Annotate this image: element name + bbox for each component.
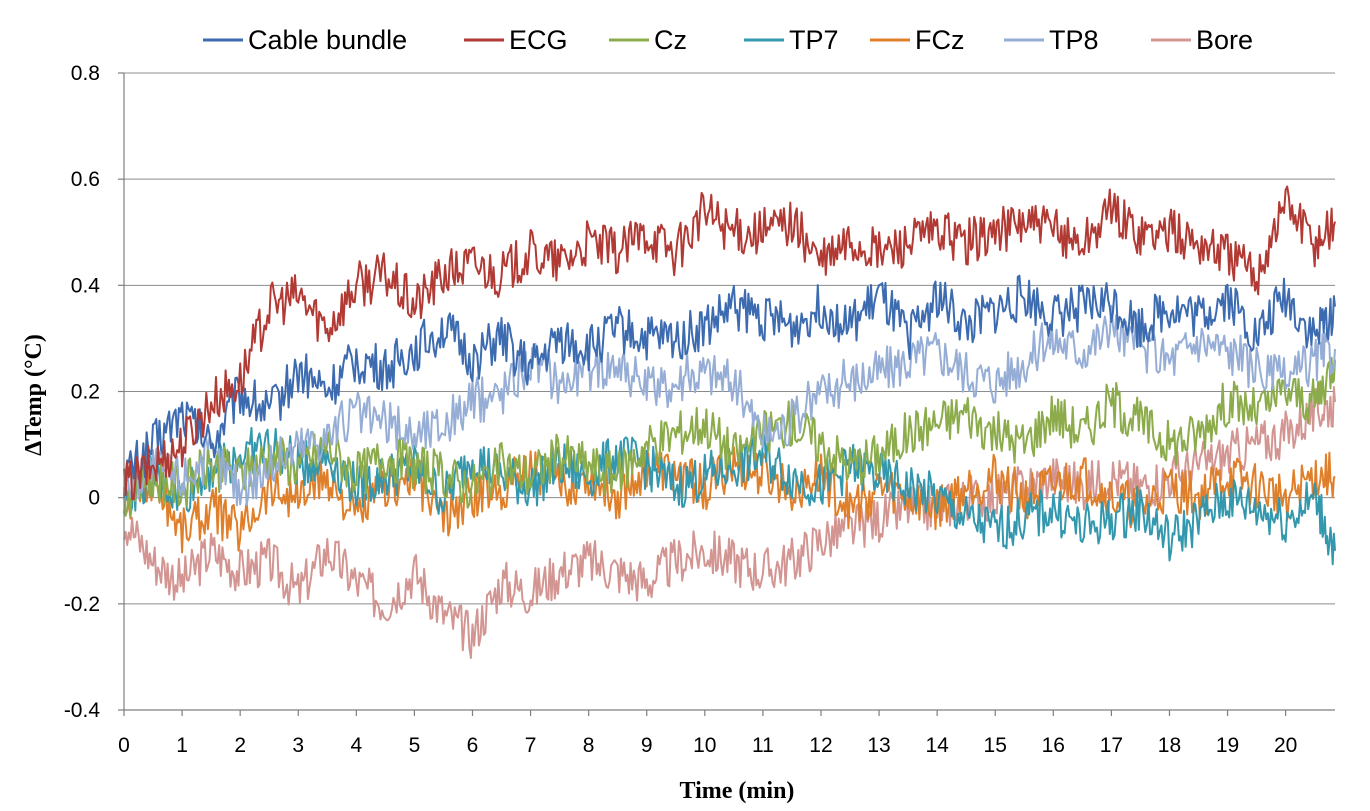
x-tick-label-0: 0 bbox=[118, 734, 130, 757]
legend: Cable bundle ECG Cz TP7 FCz TP8 Bore bbox=[203, 25, 1253, 55]
y-tick-label-3: 0.2 bbox=[71, 381, 100, 404]
x-tick-label-10: 10 bbox=[693, 734, 716, 757]
y-tick-label-2: 0 bbox=[88, 487, 100, 510]
y-tick-label-5: 0.6 bbox=[71, 168, 100, 191]
x-tick-label-18: 18 bbox=[1158, 734, 1181, 757]
legend-label-4: FCz bbox=[915, 25, 965, 55]
legend-label-2: Cz bbox=[654, 25, 687, 55]
x-tick-label-14: 14 bbox=[925, 734, 949, 757]
x-tick-label-7: 7 bbox=[525, 734, 537, 757]
series-line-ecg bbox=[123, 185, 1336, 501]
legend-label-3: TP7 bbox=[789, 25, 839, 55]
x-tick-label-12: 12 bbox=[809, 734, 832, 757]
legend-label-5: TP8 bbox=[1049, 25, 1099, 55]
y-tick-label-1: -0.2 bbox=[64, 593, 100, 616]
series-line-tp7 bbox=[123, 426, 1336, 566]
legend-label-0: Cable bundle bbox=[248, 25, 407, 55]
x-tick-label-19: 19 bbox=[1216, 734, 1239, 757]
x-tick-label-3: 3 bbox=[292, 734, 304, 757]
x-tick-label-8: 8 bbox=[583, 734, 595, 757]
x-tick-label-2: 2 bbox=[234, 734, 246, 757]
y-axis-title: ΔTemp (°C) bbox=[21, 334, 47, 456]
legend-label-6: Bore bbox=[1196, 25, 1253, 55]
x-tick-label-6: 6 bbox=[467, 734, 479, 757]
x-tick-label-1: 1 bbox=[176, 734, 188, 757]
series-line-cable-bundle bbox=[123, 274, 1336, 499]
legend-label-1: ECG bbox=[509, 25, 568, 55]
series-line-cz bbox=[123, 356, 1336, 518]
x-tick-label-11: 11 bbox=[752, 734, 774, 757]
x-tick-label-4: 4 bbox=[350, 734, 362, 757]
x-tick-label-20: 20 bbox=[1274, 734, 1297, 757]
x-axis-title: Time (min) bbox=[680, 778, 795, 804]
series-lines bbox=[123, 185, 1336, 659]
x-tick-label-17: 17 bbox=[1100, 734, 1123, 757]
x-tick-labels: 0 1 2 3 4 5 6 7 8 9 10 11 12 13 14 15 16 17 18 19 20 bbox=[118, 734, 1297, 757]
y-tick-label-4: 0.4 bbox=[71, 274, 101, 297]
x-tick-label-13: 13 bbox=[867, 734, 890, 757]
y-tick-label-0: -0.4 bbox=[64, 699, 101, 722]
x-tick-label-5: 5 bbox=[409, 734, 421, 757]
axes bbox=[118, 72, 1335, 716]
y-tick-label-6: 0.8 bbox=[71, 62, 100, 85]
series-line-bore bbox=[123, 386, 1336, 659]
y-tick-labels: -0.4 -0.2 0 0.2 0.4 0.6 0.8 bbox=[64, 62, 101, 722]
x-tick-label-9: 9 bbox=[641, 734, 653, 757]
x-tick-label-15: 15 bbox=[984, 734, 1007, 757]
x-tick-label-16: 16 bbox=[1042, 734, 1065, 757]
